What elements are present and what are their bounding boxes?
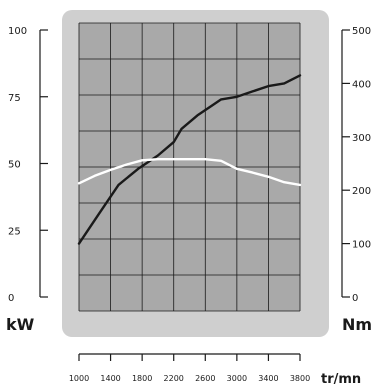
x-axis-tick-label: 2200 <box>164 374 184 383</box>
right-axis-tick-label: 200 <box>352 186 371 197</box>
x-axis-tick-label: 2600 <box>195 374 215 383</box>
right-axis-unit: Nm <box>342 315 372 334</box>
x-axis: 1000 1400 1800 2200 2600 3000 3400 3800 <box>69 353 310 383</box>
right-axis-tick-label: 500 <box>352 26 371 37</box>
right-axis-tick-label: 300 <box>352 133 371 144</box>
x-axis-tick-label: 1800 <box>132 374 152 383</box>
torque-curve <box>77 157 302 187</box>
grid-lines <box>78 22 301 312</box>
left-axis-tick-label: 75 <box>8 93 21 104</box>
right-axis-tick-label: 0 <box>352 293 358 304</box>
left-axis-tick-label: 100 <box>8 26 27 37</box>
right-axis-tick-label: 400 <box>352 79 371 90</box>
left-axis-unit: kW <box>6 315 35 334</box>
x-axis-tick-label: 3000 <box>227 374 247 383</box>
x-axis-tick-label: 1400 <box>100 374 120 383</box>
power-curve <box>77 74 302 245</box>
series-lines <box>77 74 302 245</box>
left-axis-tick-label: 50 <box>8 160 21 171</box>
right-axis-tick-label: 100 <box>352 240 371 251</box>
x-axis-tick-label: 3800 <box>290 374 310 383</box>
x-axis-tick-label: 1000 <box>69 374 89 383</box>
left-axis-tick-label: 0 <box>8 293 14 304</box>
x-axis-tick-label: 3400 <box>258 374 278 383</box>
left-axis: 0 25 50 75 100 <box>8 26 48 304</box>
right-axis: 0 100 200 300 400 500 <box>341 26 371 304</box>
left-axis-tick-label: 25 <box>8 226 21 237</box>
x-axis-unit: tr/mn <box>321 372 361 385</box>
